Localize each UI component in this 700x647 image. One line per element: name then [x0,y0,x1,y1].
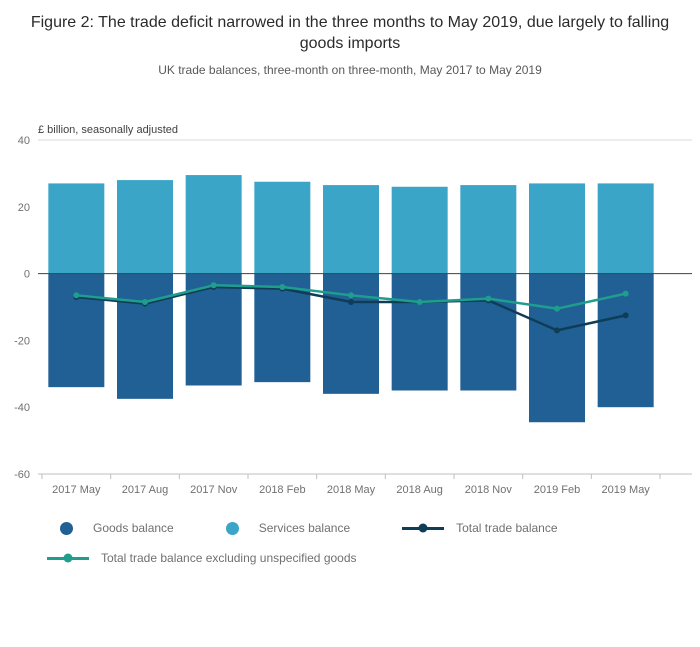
goods-balance-swatch-icon [60,521,73,535]
total-excl-unspecified-line-icon [47,556,89,560]
legend-label-goods-balance: Goods balance [93,521,174,536]
svg-text:20: 20 [18,202,30,214]
svg-text:0: 0 [24,269,30,281]
chart-legend: Goods balance Services balance Total tra… [47,521,700,565]
legend-item-services-balance: Services balance [225,521,351,536]
chart-plot-area: 40 20 0 -20 -40 -60 2017 May 2017 Aug 2017 Nov 20… [0,83,700,501]
figure-container: Figure 2: The trade deficit narrowed in … [0,12,700,647]
legend-label-total-trade-balance: Total trade balance [456,521,558,536]
legend-item-total-excl-unspecified: Total trade balance excluding unspecifie… [47,551,357,565]
svg-text:2018 Nov: 2018 Nov [465,484,513,496]
svg-text:-60: -60 [14,469,30,481]
legend-item-total-trade-balance: Total trade balance [402,521,558,536]
svg-text:2017 Aug: 2017 Aug [122,484,169,496]
svg-text:2019 Feb: 2019 Feb [534,484,580,496]
svg-text:2017 Nov: 2017 Nov [190,484,238,496]
legend-label-services-balance: Services balance [258,521,351,536]
svg-text:-40: -40 [14,402,30,414]
legend-label-total-excl-unspecified: Total trade balance excluding unspecifie… [101,551,357,566]
svg-text:-20: -20 [14,336,30,348]
svg-text:2018 Feb: 2018 Feb [259,484,305,496]
legend-row-1: Goods balance Services balance Total tra… [60,521,700,535]
services-balance-swatch-icon [225,521,239,535]
legend-row-2: Total trade balance excluding unspecifie… [47,551,700,565]
svg-text:£ billion, seasonally adjusted: £ billion, seasonally adjusted [38,124,178,136]
svg-text:2018 May: 2018 May [327,484,376,496]
chart-title: Figure 2: The trade deficit narrowed in … [30,14,670,53]
legend-item-goods-balance: Goods balance [60,521,174,535]
total-trade-balance-line-icon [402,526,445,530]
svg-text:2018 Aug: 2018 Aug [396,484,443,496]
svg-text:2017 May: 2017 May [52,484,101,496]
svg-text:40: 40 [18,135,30,147]
chart-subtitle: UK trade balances, three-month on three-… [158,63,542,78]
svg-text:2019 May: 2019 May [602,484,651,496]
trade-balance-chart: 40 20 0 -20 -40 -60 2017 May 2017 Aug 2017 Nov 20… [14,124,692,496]
